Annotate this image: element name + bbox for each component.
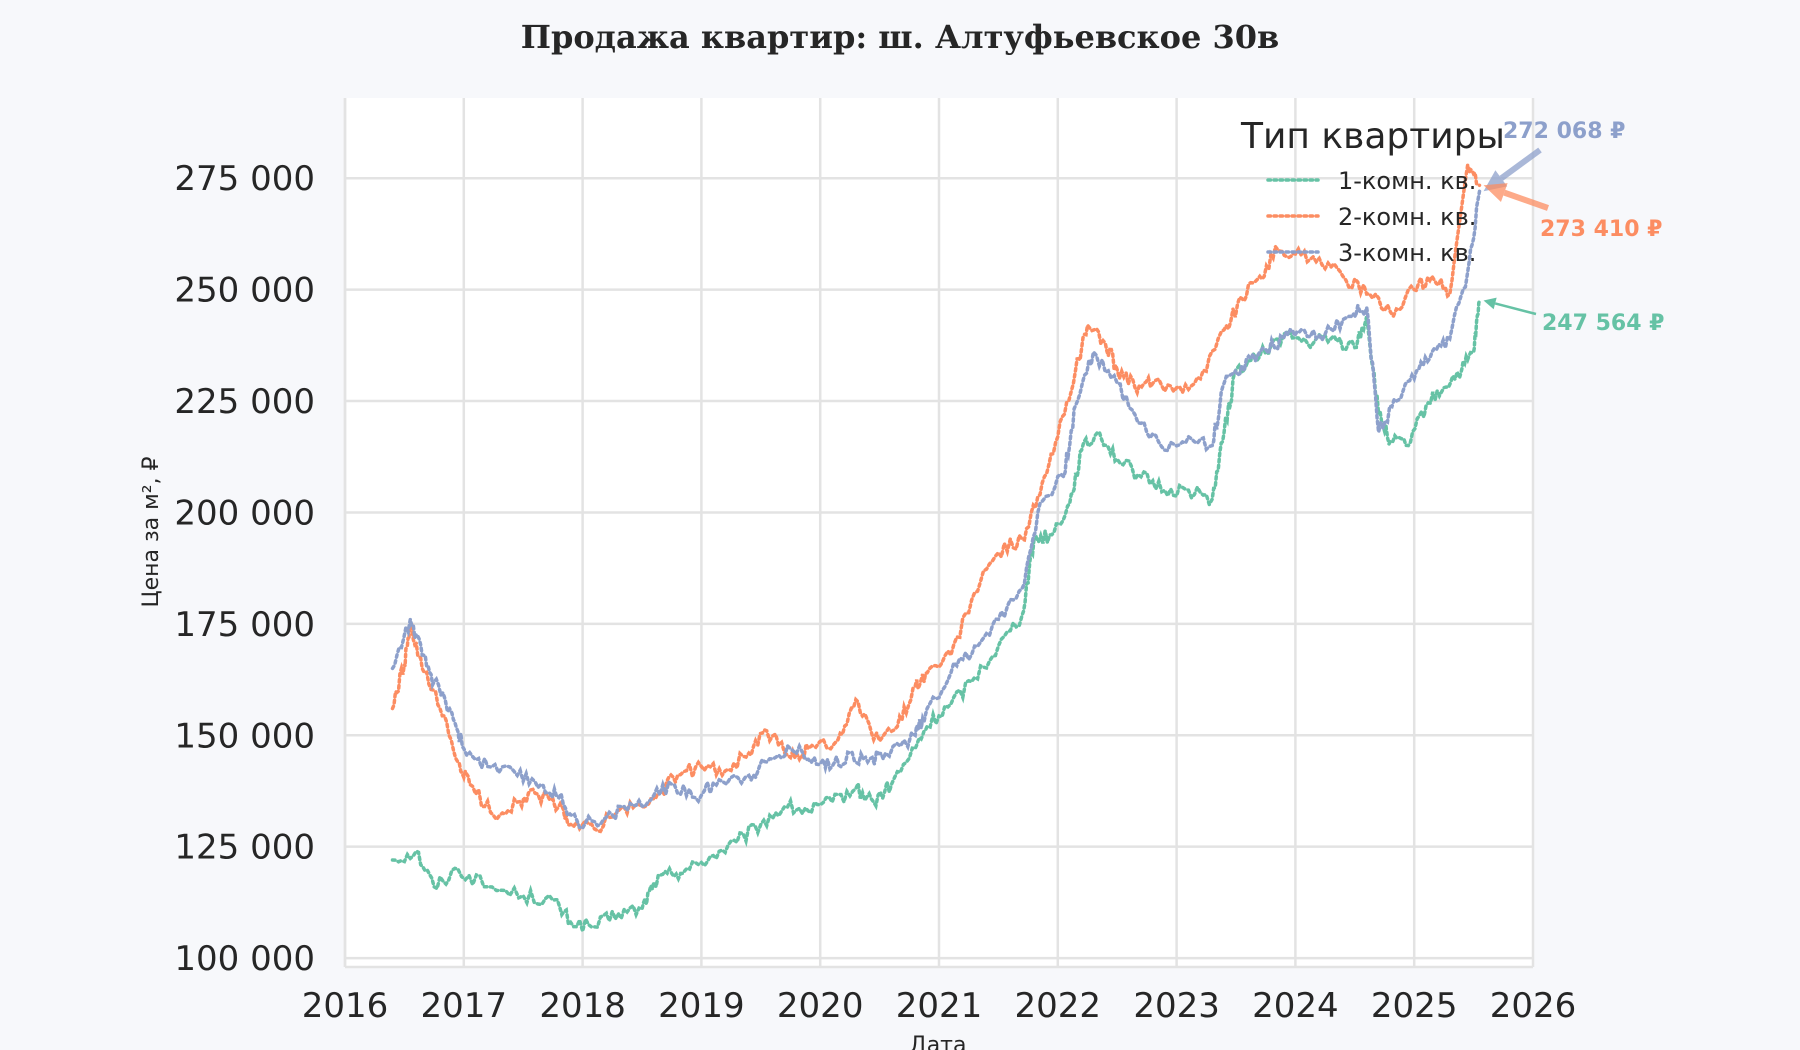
x-tick-label: 2026	[1490, 986, 1577, 1026]
x-tick-label: 2019	[658, 986, 745, 1026]
x-tick-label: 2023	[1133, 986, 1220, 1026]
y-tick-label: 100 000	[174, 939, 315, 979]
x-tick-label: 2021	[896, 986, 983, 1026]
y-axis-label: Цена за м², ₽	[139, 456, 164, 607]
x-axis-label: Дата	[910, 1033, 967, 1050]
x-tick-label: 2024	[1252, 986, 1339, 1026]
annotation-arrowhead	[1483, 183, 1508, 203]
x-tick-label: 2017	[421, 986, 508, 1026]
annotation-label: 272 068 ₽	[1503, 119, 1625, 144]
y-tick-label: 175 000	[174, 605, 315, 645]
annotation-arrowhead	[1483, 297, 1497, 310]
x-tick-label: 2022	[1015, 986, 1102, 1026]
annotation-arrow	[1503, 189, 1549, 211]
series-line	[390, 164, 1482, 834]
y-tick-label: 225 000	[174, 382, 315, 422]
legend-label: 1-комн. кв.	[1338, 167, 1476, 195]
y-tick-label: 250 000	[174, 271, 315, 311]
chart-title: Продажа квартир: ш. Алтуфьевское 30в	[521, 18, 1280, 56]
legend: Тип квартиры 1-комн. кв. 2-комн. кв. 3-комн…	[1240, 116, 1505, 267]
x-tick-labels: 2016 2017 2018 2019 2020 2021 2022 2023 2024 2025…	[302, 986, 1577, 1026]
x-tick-label: 2018	[539, 986, 626, 1026]
y-tick-label: 125 000	[174, 828, 315, 868]
x-tick-label: 2016	[302, 986, 389, 1026]
annotations: 272 068 ₽ 273 410 ₽ 247 564 ₽	[1483, 119, 1664, 336]
y-tick-label: 275 000	[174, 159, 315, 199]
annotation-label: 273 410 ₽	[1540, 217, 1662, 242]
annotation-arrow	[1499, 147, 1542, 181]
y-tick-label: 150 000	[174, 716, 315, 756]
y-tick-label: 200 000	[174, 493, 315, 533]
legend-label: 2-комн. кв.	[1338, 203, 1476, 231]
axes	[343, 98, 1533, 969]
series-lines	[390, 164, 1482, 932]
y-tick-labels: 100 000 125 000 150 000 175 000 200 000 225 0…	[174, 159, 315, 979]
annotation-arrow	[1494, 302, 1537, 316]
x-tick-label: 2025	[1371, 986, 1458, 1026]
series-line	[390, 298, 1482, 932]
annotation-label: 247 564 ₽	[1542, 311, 1664, 336]
series-line	[390, 189, 1482, 830]
x-tick-label: 2020	[777, 986, 864, 1026]
legend-label: 3-комн. кв.	[1338, 239, 1476, 267]
legend-title: Тип квартиры	[1240, 116, 1505, 157]
